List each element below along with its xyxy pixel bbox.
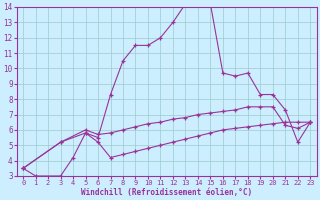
- X-axis label: Windchill (Refroidissement éolien,°C): Windchill (Refroidissement éolien,°C): [81, 188, 252, 197]
